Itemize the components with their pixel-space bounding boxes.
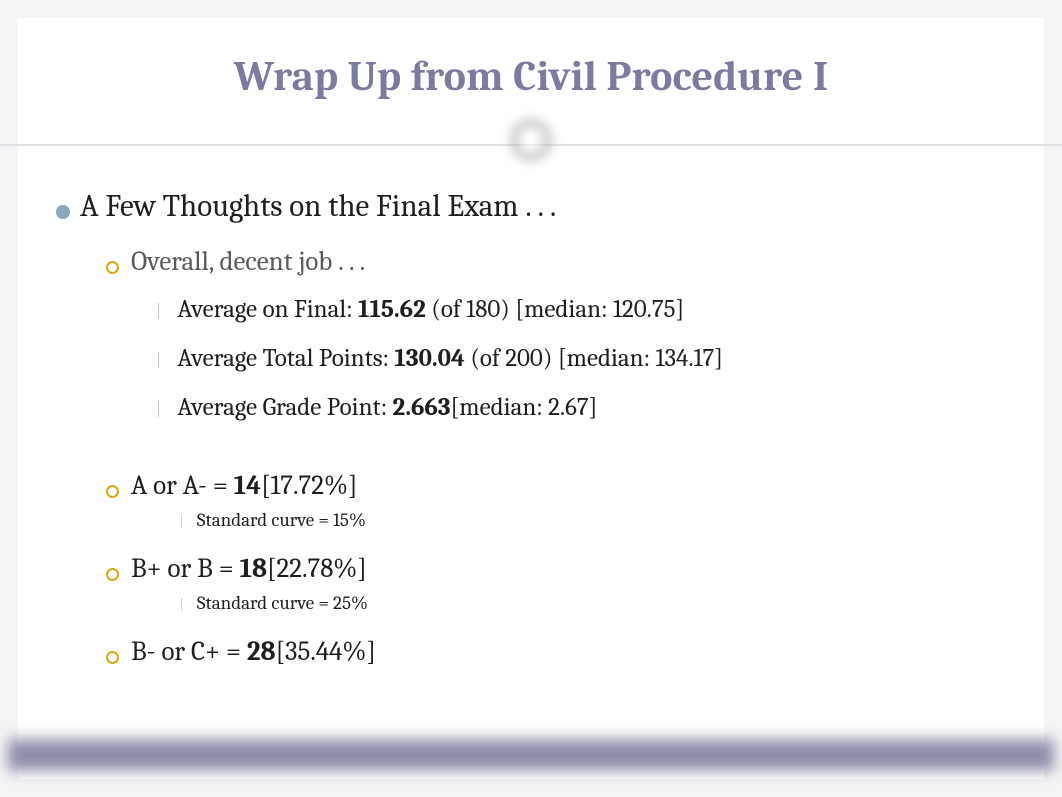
- dist-a-curve-text: Standard curve = 15%: [197, 509, 366, 531]
- bottom-purple-bar: [8, 739, 1054, 771]
- stat-final-text: Average on Final: 115.62 (of 180) [media…: [177, 295, 684, 324]
- tick-bullet-icon: ❘: [155, 349, 163, 368]
- tick-bullet-icon: ❘: [155, 300, 163, 319]
- stat-final-value: 115.62: [358, 295, 426, 324]
- stat-total-text: Average Total Points: 130.04 (of 200) [m…: [177, 344, 723, 373]
- dist-c-text: B- or C+ = 28[35.44%]: [131, 636, 376, 667]
- stat-final-pre: Average on Final:: [177, 295, 358, 324]
- ornament-circle-icon: [509, 118, 553, 162]
- ring-bullet-icon: [106, 651, 119, 664]
- stat-gpa-value: 2.663: [393, 393, 451, 422]
- ring-bullet-icon: [106, 485, 119, 498]
- stat-total-suffix: (of 200) [median: 134.17]: [465, 344, 723, 373]
- stat-final: ❘ Average on Final: 115.62 (of 180) [med…: [152, 295, 1014, 324]
- dist-b-count: 18: [240, 553, 267, 584]
- dist-c-suffix: [35.44%]: [276, 636, 376, 667]
- disc-bullet-icon: [56, 205, 70, 219]
- dist-b-curve: ❘ Standard curve = 25%: [176, 592, 1014, 614]
- tick-bullet-icon: ❘: [178, 597, 185, 612]
- dist-a-count: 14: [234, 470, 261, 501]
- dist-a-text: A or A- = 14[17.72%]: [131, 470, 357, 501]
- stat-final-suffix: (of 180) [median: 120.75]: [426, 295, 684, 324]
- content-area: A Few Thoughts on the Final Exam . . . O…: [56, 188, 1014, 675]
- dist-c: B- or C+ = 28[35.44%]: [106, 636, 1014, 667]
- dist-b-suffix: [22.78%]: [267, 553, 367, 584]
- slide: Wrap Up from Civil Procedure I A Few Tho…: [18, 18, 1044, 779]
- dist-a-suffix: [17.72%]: [261, 470, 357, 501]
- stat-gpa-pre: Average Grade Point:: [177, 393, 392, 422]
- dist-b-curve-text: Standard curve = 25%: [197, 592, 368, 614]
- dist-c-pre: B- or C+ =: [131, 636, 247, 667]
- stat-total-value: 130.04: [394, 344, 464, 373]
- ring-bullet-icon: [106, 568, 119, 581]
- bullet-level1: A Few Thoughts on the Final Exam . . .: [56, 188, 1014, 224]
- slide-title: Wrap Up from Civil Procedure I: [40, 52, 1022, 101]
- dist-c-count: 28: [247, 636, 276, 667]
- stat-total: ❘ Average Total Points: 130.04 (of 200) …: [152, 344, 1014, 373]
- dist-b-text: B+ or B = 18[22.78%]: [131, 553, 367, 584]
- title-box: Wrap Up from Civil Procedure I: [30, 26, 1032, 127]
- stat-gpa-suffix: [median: 2.67]: [451, 393, 598, 422]
- dist-a-pre: A or A- =: [131, 470, 234, 501]
- tick-bullet-icon: ❘: [178, 514, 185, 529]
- spacer: [56, 442, 1014, 470]
- heading-text: A Few Thoughts on the Final Exam . . .: [80, 188, 556, 224]
- tick-bullet-icon: ❘: [155, 398, 163, 417]
- stat-gpa-text: Average Grade Point: 2.663[median: 2.67]: [177, 393, 597, 422]
- ring-bullet-icon: [106, 261, 119, 274]
- dist-a: A or A- = 14[17.72%]: [106, 470, 1014, 501]
- stat-total-pre: Average Total Points:: [177, 344, 394, 373]
- dist-b: B+ or B = 18[22.78%]: [106, 553, 1014, 584]
- dist-b-pre: B+ or B =: [131, 553, 240, 584]
- dist-a-curve: ❘ Standard curve = 15%: [176, 509, 1014, 531]
- overall-text: Overall, decent job . . .: [131, 246, 365, 277]
- stat-gpa: ❘ Average Grade Point: 2.663[median: 2.6…: [152, 393, 1014, 422]
- bullet-level2-overall: Overall, decent job . . .: [106, 246, 1014, 277]
